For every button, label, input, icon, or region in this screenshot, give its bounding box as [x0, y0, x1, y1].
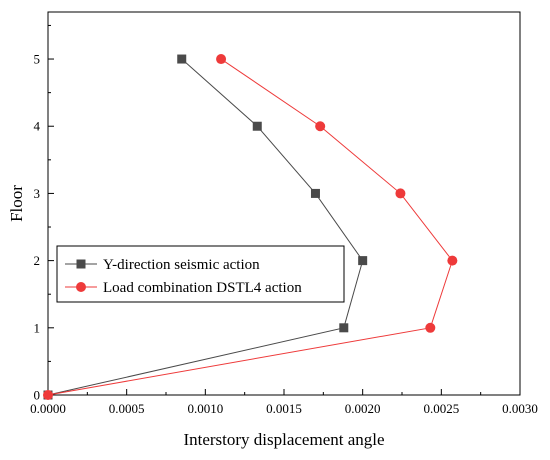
y-tick-label: 3 — [34, 186, 41, 201]
data-point — [310, 188, 320, 198]
legend-box — [56, 245, 345, 303]
data-point — [177, 54, 187, 64]
legend-item: Y-direction seismic action — [65, 257, 260, 273]
y-tick-label: 0 — [34, 388, 41, 403]
data-point — [447, 255, 458, 266]
plot-frame — [47, 11, 521, 396]
y-tick-label: 1 — [34, 320, 41, 335]
x-tick-label: 0.0015 — [266, 401, 302, 416]
legend-label: Load combination DSTL4 action — [103, 280, 302, 296]
x-tick-label: 0.0005 — [109, 401, 145, 416]
data-point — [216, 54, 227, 65]
data-point — [339, 323, 349, 333]
data-point — [358, 256, 368, 266]
y-axis: 0 1 2 3 4 5 — [34, 24, 54, 403]
series-layer — [43, 54, 458, 400]
y-axis-title: Floor — [7, 185, 26, 222]
data-point — [252, 121, 262, 131]
data-point — [315, 121, 326, 132]
data-point — [425, 322, 436, 333]
x-tick-label: 0.0000 — [30, 401, 66, 416]
y-tick-label: 5 — [34, 52, 41, 67]
y-tick-label: 4 — [34, 119, 41, 134]
x-axis-title: Interstory displacement angle — [183, 430, 384, 449]
data-point — [43, 390, 53, 400]
x-tick-label: 0.0020 — [345, 401, 381, 416]
x-axis: 0.0000 0.0005 0.0010 0.0015 0.0020 0.0025 0.00… — [30, 389, 538, 416]
y-tick-label: 2 — [34, 253, 41, 268]
series-line — [47, 58, 453, 396]
x-tick-label: 0.0025 — [423, 401, 459, 416]
legend-marker — [76, 282, 86, 292]
series-1 — [43, 54, 458, 400]
plot-border — [47, 11, 521, 396]
x-tick-label: 0.0010 — [187, 401, 223, 416]
series-line — [47, 58, 364, 396]
x-tick-label: 0.0030 — [502, 401, 538, 416]
legend-label: Y-direction seismic action — [103, 257, 260, 273]
legend-item: Load combination DSTL4 action — [65, 280, 302, 296]
legend-marker — [76, 259, 86, 269]
data-point — [395, 188, 406, 199]
legend: Y-direction seismic action Load combinati… — [56, 245, 345, 303]
